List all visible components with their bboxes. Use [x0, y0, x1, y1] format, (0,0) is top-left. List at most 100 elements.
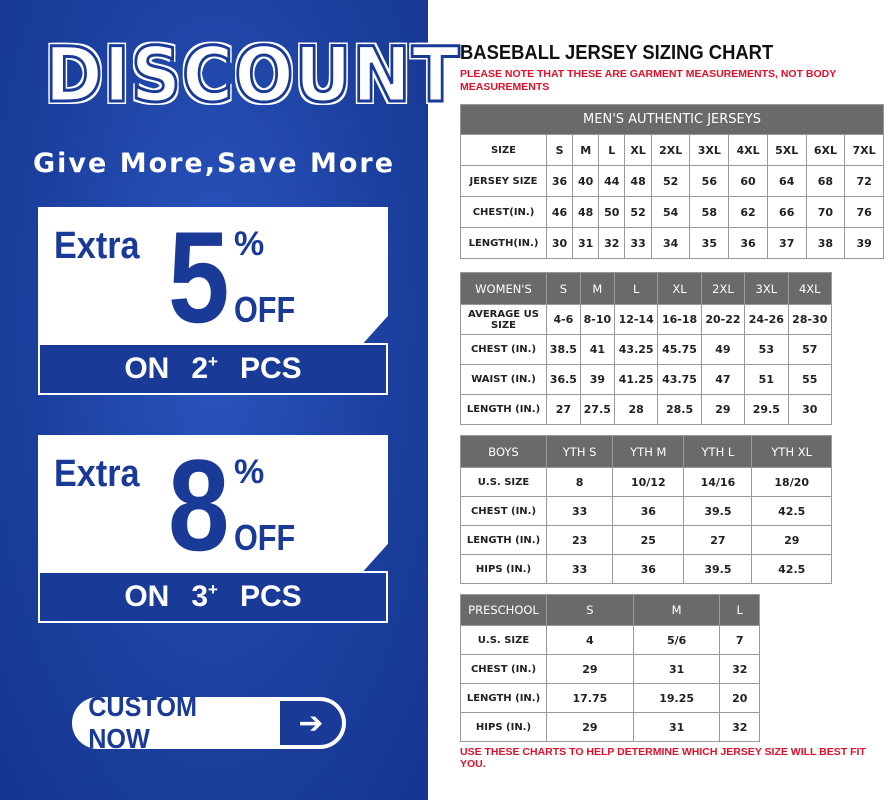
table-cell: 33 — [545, 554, 614, 584]
table-cell: 36 — [612, 496, 685, 526]
table-cell: L — [598, 134, 626, 166]
table-cell: 54 — [650, 196, 691, 228]
table-row: CHEST (IN.) 29 31 32 — [460, 654, 760, 684]
table-cell: 58 — [689, 196, 730, 228]
table-cell: 41 — [579, 334, 615, 365]
table-cell: 52 — [624, 196, 652, 228]
table-row: SIZE S M L XL 2XL 3XL 4XL 5XL 6XL 7XL — [460, 134, 884, 166]
custom-now-label: CUSTOM NOW — [88, 691, 197, 754]
column-header: 4XL — [787, 272, 833, 305]
column-header: YTH S — [545, 435, 614, 468]
table-row: CHEST (IN.) 33 36 39.5 42.5 — [460, 496, 832, 526]
table-cell: XL — [624, 134, 652, 166]
table-cell: 2XL — [650, 134, 691, 166]
offer-card: Extra 8 % OFF ON 3+ PCS — [38, 435, 388, 623]
table-cell: 8 — [545, 467, 614, 497]
column-header: M — [579, 272, 615, 305]
offer-qty: 2 — [191, 352, 209, 385]
column-header: S — [546, 594, 634, 626]
offer-off: OFF — [234, 517, 296, 558]
table-cell: 57 — [787, 334, 833, 365]
table-cell: 3XL — [689, 134, 730, 166]
table-cell: 27 — [546, 394, 581, 425]
column-header: L — [613, 272, 659, 305]
table-cell: 32 — [719, 654, 760, 684]
table-cell: 48 — [624, 165, 652, 197]
table-cell: 43.75 — [657, 364, 702, 395]
table-cell: 30 — [545, 227, 574, 259]
table-cell: LENGTH (IN.) — [460, 683, 547, 713]
table-cell: 55 — [787, 364, 833, 395]
table-title: MEN'S AUTHENTIC JERSEYS — [460, 104, 884, 135]
table-cell: 27.5 — [579, 394, 615, 425]
table-cell: 10/12 — [612, 467, 685, 497]
custom-now-button[interactable]: CUSTOM NOW ➔ — [72, 691, 346, 754]
table-cell: 19.25 — [632, 683, 721, 713]
womens-table: WOMEN'S S M L XL 2XL 3XL 4XL AVERAGE US SIZE 4-6 8… — [460, 272, 833, 425]
table-cell: 20-22 — [700, 304, 746, 335]
table-cell: 12-14 — [613, 304, 659, 335]
chart-note: PLEASE NOTE THAT THESE ARE GARMENT MEASU… — [460, 68, 837, 93]
table-cell: CHEST (IN.) — [460, 496, 547, 526]
column-header: WOMEN'S — [460, 272, 547, 305]
offer-amount: 5 — [168, 204, 230, 350]
tagline: Give More,Save More — [32, 148, 396, 179]
table-cell: 41.25 — [613, 364, 659, 395]
offer-extra: Extra — [54, 453, 140, 495]
column-header: YTH XL — [751, 435, 832, 468]
column-header: YTH M — [612, 435, 685, 468]
table-cell: LENGTH (IN.) — [460, 394, 547, 425]
table-cell: 44 — [598, 165, 626, 197]
table-cell: 52 — [650, 165, 691, 197]
table-cell: 25 — [612, 525, 685, 555]
table-cell: 4-6 — [546, 304, 581, 335]
table-cell: U.S. SIZE — [460, 625, 547, 655]
boys-table: BOYS YTH S YTH M YTH L YTH XL U.S. SIZE 8 10/12… — [460, 435, 832, 584]
table-cell: 36.5 — [546, 364, 581, 395]
table-cell: 45.75 — [657, 334, 702, 365]
table-cell: CHEST (IN.) — [460, 654, 547, 684]
offer-qty: 3 — [191, 580, 209, 613]
table-cell: 37 — [766, 227, 807, 259]
table-cell: 62 — [728, 196, 768, 228]
table-cell: M — [572, 134, 600, 166]
chart-title: BASEBALL JERSEY SIZING CHART — [460, 42, 774, 64]
table-row: U.S. SIZE 8 10/12 14/16 18/20 — [460, 467, 832, 497]
table-cell: 35 — [689, 227, 730, 259]
table-row: CHEST (IN.) 38.5 41 43.25 45.75 49 53 57 — [460, 334, 833, 365]
table-cell: LENGTH(IN.) — [460, 227, 547, 259]
table-cell: 66 — [766, 196, 807, 228]
column-header: 2XL — [700, 272, 746, 305]
table-cell: 27 — [683, 525, 753, 555]
table-cell: 72 — [844, 165, 884, 197]
table-cell: 32 — [719, 712, 760, 742]
table-cell: 7 — [719, 625, 760, 655]
column-header: BOYS — [460, 435, 547, 468]
table-cell: 68 — [805, 165, 846, 197]
chart-footer: USE THESE CHARTS TO HELP DETERMINE WHICH… — [460, 746, 866, 770]
offer-on: ON — [124, 352, 170, 385]
offer-extra: Extra — [54, 225, 140, 267]
table-cell: 42.5 — [751, 554, 832, 584]
table-cell: 14/16 — [683, 467, 753, 497]
table-cell: 42.5 — [751, 496, 832, 526]
table-cell: 33 — [545, 496, 614, 526]
offer-amount: 8 — [168, 432, 230, 578]
table-cell: 48 — [572, 196, 600, 228]
table-cell: 28 — [613, 394, 659, 425]
offer-percent: % — [234, 225, 265, 263]
mens-table: MEN'S AUTHENTIC JERSEYS SIZE S M L XL 2XL 3XL 4X… — [460, 104, 884, 259]
column-header: YTH L — [683, 435, 753, 468]
column-header: XL — [657, 272, 702, 305]
column-header: L — [719, 594, 760, 626]
table-cell: 36 — [728, 227, 768, 259]
column-header: S — [546, 272, 581, 305]
table-cell: 20 — [719, 683, 760, 713]
table-row: JERSEY SIZE 36 40 44 48 52 56 60 64 68 72 — [460, 165, 884, 197]
table-cell: 6XL — [805, 134, 846, 166]
table-row: LENGTH (IN.) 17.75 19.25 20 — [460, 683, 760, 713]
table-cell: 30 — [787, 394, 833, 425]
table-cell: 5XL — [766, 134, 807, 166]
table-cell: U.S. SIZE — [460, 467, 547, 497]
table-cell: 8-10 — [579, 304, 615, 335]
